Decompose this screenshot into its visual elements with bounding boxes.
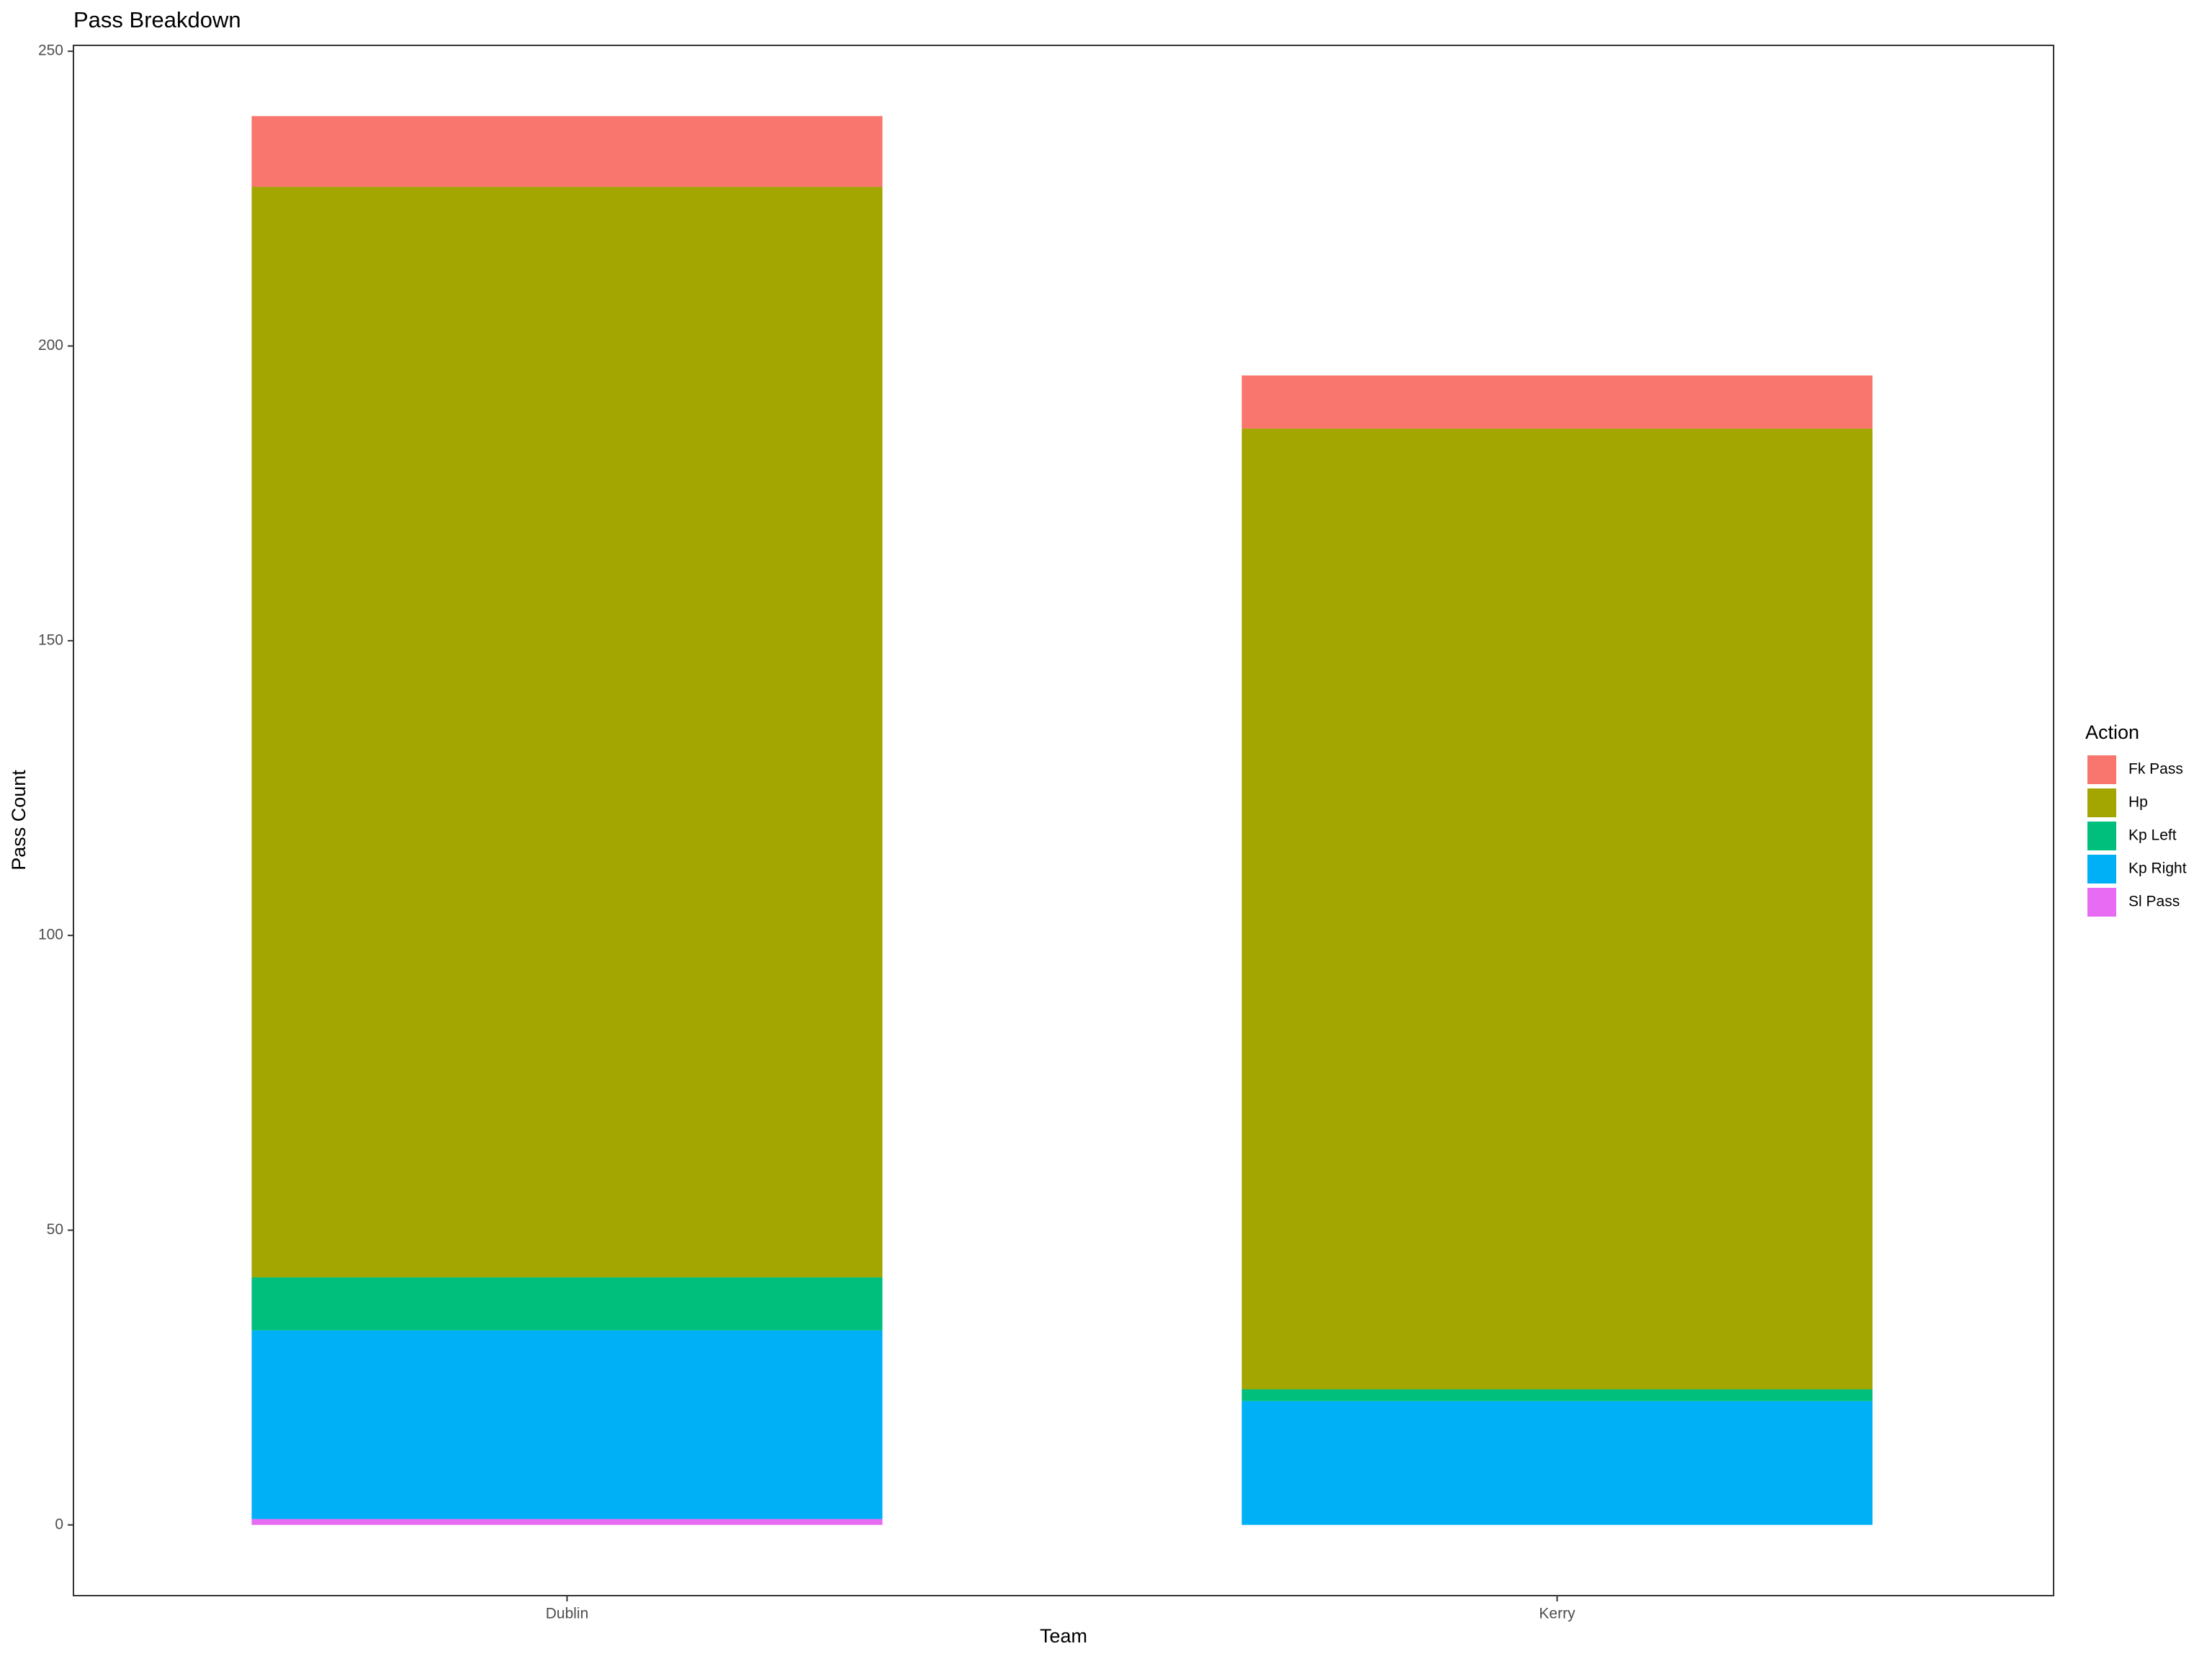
legend-label: Kp Right [2128, 860, 2187, 877]
x-axis-title: Team [1040, 1625, 1087, 1647]
y-tick-label: 100 [38, 927, 63, 943]
y-tick-label: 150 [38, 631, 63, 648]
legend-title: Action [2085, 721, 2139, 743]
y-tick-label: 200 [38, 337, 63, 354]
y-tick-label: 50 [47, 1221, 63, 1238]
legend-key [2086, 886, 2118, 918]
y-tick-label: 0 [55, 1516, 63, 1532]
y-axis-title: Pass Count [8, 770, 30, 871]
bar-segment [1241, 1389, 1873, 1401]
bar-segment [251, 1519, 883, 1525]
legend-key [2086, 853, 2118, 885]
bar-segment [251, 116, 883, 187]
legend-label: Kp Left [2128, 827, 2177, 844]
bar-segment [251, 186, 883, 1277]
bar-segment [251, 1277, 883, 1331]
bar-segment [251, 1330, 883, 1519]
legend-key [2086, 754, 2118, 786]
legend-label: Hp [2128, 794, 2148, 811]
legend-label: Sl Pass [2128, 894, 2180, 910]
legend-key [2086, 787, 2118, 819]
bar-segment [1241, 1401, 1873, 1525]
chart-title: Pass Breakdown [73, 7, 241, 32]
y-tick-label: 250 [38, 42, 63, 59]
legend-label: Fk Pass [2128, 761, 2183, 778]
panel-border [73, 45, 2054, 1596]
x-tick-label: Dublin [546, 1606, 589, 1622]
bar-segment [1241, 375, 1873, 429]
legend-key [2086, 820, 2118, 852]
bar-segment [1241, 428, 1873, 1390]
x-tick-label: Kerry [1539, 1606, 1575, 1622]
